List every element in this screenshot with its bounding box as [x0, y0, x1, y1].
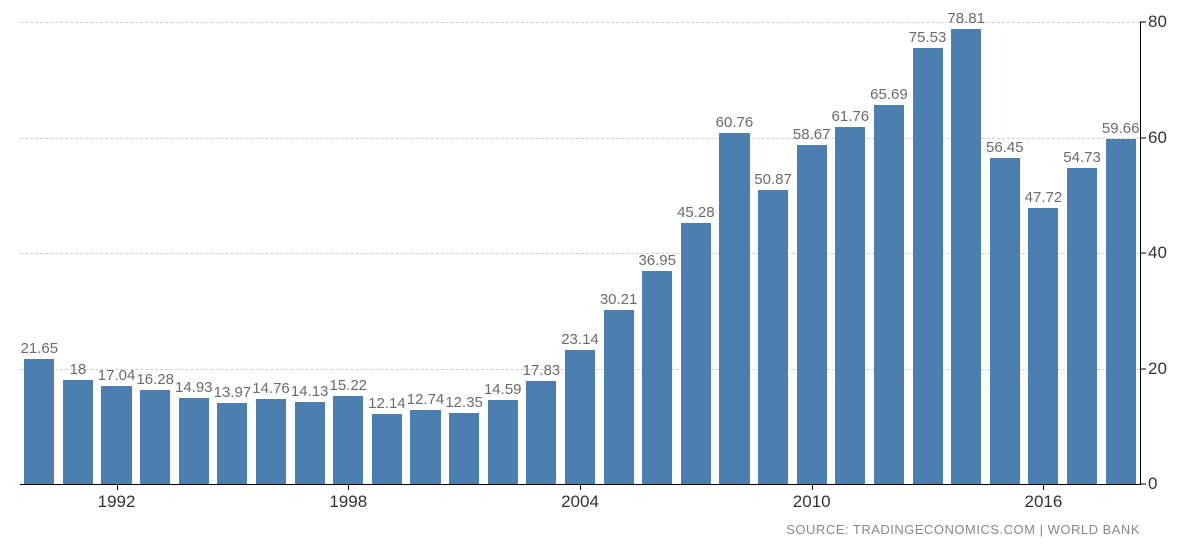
y-tick-label: 0 — [1140, 474, 1157, 494]
bar-value-label: 14.13 — [291, 383, 329, 402]
bar: 75.53 — [913, 48, 943, 484]
bar: 59.66 — [1106, 139, 1136, 484]
x-tick-label: 1992 — [98, 484, 136, 512]
bar-value-label: 59.66 — [1102, 120, 1140, 139]
bar-value-label: 36.95 — [638, 252, 676, 271]
bar: 15.22 — [333, 396, 363, 484]
bar: 30.21 — [604, 310, 634, 484]
y-tick-label: 60 — [1140, 128, 1167, 148]
bar: 45.28 — [681, 223, 711, 484]
bar-value-label: 16.28 — [136, 371, 174, 390]
bar-value-label: 12.74 — [407, 391, 445, 410]
bar: 14.93 — [179, 398, 209, 484]
bar: 23.14 — [565, 350, 595, 484]
bar-chart: 02040608021.651817.0416.2814.9313.9714.7… — [0, 0, 1200, 559]
bar-value-label: 30.21 — [600, 291, 638, 310]
bar-value-label: 23.14 — [561, 331, 599, 350]
bar: 16.28 — [140, 390, 170, 484]
bar-value-label: 17.04 — [98, 367, 136, 386]
bar-value-label: 18 — [70, 361, 87, 380]
bar: 47.72 — [1028, 208, 1058, 484]
bar: 50.87 — [758, 190, 788, 484]
bar-value-label: 54.73 — [1063, 149, 1101, 168]
bar-value-label: 61.76 — [832, 108, 870, 127]
bar: 12.74 — [410, 410, 440, 484]
bar-value-label: 45.28 — [677, 204, 715, 223]
bar: 17.83 — [526, 381, 556, 484]
bar-value-label: 21.65 — [21, 340, 59, 359]
bar: 36.95 — [642, 271, 672, 484]
bar-value-label: 14.76 — [252, 380, 290, 399]
bar: 54.73 — [1067, 168, 1097, 484]
bar-value-label: 60.76 — [716, 114, 754, 133]
bar: 12.35 — [449, 413, 479, 484]
bar: 61.76 — [835, 127, 865, 484]
bar-value-label: 47.72 — [1025, 189, 1063, 208]
plot-area: 02040608021.651817.0416.2814.9313.9714.7… — [20, 22, 1141, 485]
bar: 14.76 — [256, 399, 286, 484]
y-tick-label: 80 — [1140, 12, 1167, 32]
bar: 17.04 — [101, 386, 131, 484]
x-tick-label: 2016 — [1025, 484, 1063, 512]
bar: 12.14 — [372, 414, 402, 484]
y-tick-label: 40 — [1140, 243, 1167, 263]
bar: 65.69 — [874, 105, 904, 484]
x-tick-label: 1998 — [329, 484, 367, 512]
bar-value-label: 14.93 — [175, 379, 213, 398]
bar-value-label: 17.83 — [523, 362, 561, 381]
bar: 78.81 — [951, 29, 981, 484]
bar: 14.13 — [295, 402, 325, 484]
source-text: SOURCE: TRADINGECONOMICS.COM | WORLD BAN… — [786, 522, 1140, 537]
bar-value-label: 56.45 — [986, 139, 1024, 158]
bar: 21.65 — [24, 359, 54, 484]
x-tick-label: 2004 — [561, 484, 599, 512]
bars-layer: 21.651817.0416.2814.9313.9714.7614.1315.… — [20, 22, 1140, 484]
bar-value-label: 14.59 — [484, 381, 522, 400]
bar: 58.67 — [797, 145, 827, 484]
bar: 13.97 — [217, 403, 247, 484]
bar-value-label: 65.69 — [870, 86, 908, 105]
bar-value-label: 12.35 — [445, 394, 483, 413]
y-tick-label: 20 — [1140, 359, 1167, 379]
bar-value-label: 50.87 — [754, 171, 792, 190]
bar: 60.76 — [719, 133, 749, 484]
bar-value-label: 13.97 — [214, 384, 252, 403]
bar-value-label: 12.14 — [368, 395, 406, 414]
bar: 18 — [63, 380, 93, 484]
bar-value-label: 58.67 — [793, 126, 831, 145]
bar-value-label: 78.81 — [947, 10, 985, 29]
bar-value-label: 75.53 — [909, 29, 947, 48]
bar: 56.45 — [990, 158, 1020, 484]
bar-value-label: 15.22 — [329, 377, 367, 396]
x-tick-label: 2010 — [793, 484, 831, 512]
bar: 14.59 — [488, 400, 518, 484]
